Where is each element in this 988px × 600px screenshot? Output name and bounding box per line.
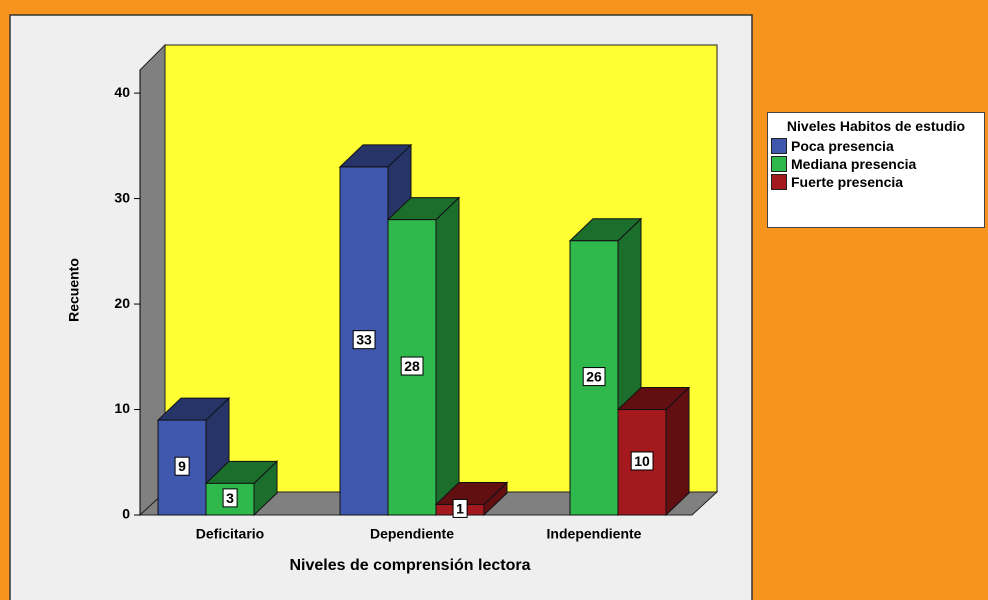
legend: Niveles Habitos de estudio Poca presenci… [767, 112, 985, 228]
y-tick-label: 30 [114, 189, 130, 205]
x-axis-label: Niveles de comprensión lectora [290, 557, 531, 574]
value-label: 26 [586, 369, 602, 385]
legend-swatch [771, 138, 787, 154]
legend-title: Niveles Habitos de estudio [786, 118, 966, 134]
y-tick-label: 20 [114, 295, 130, 311]
value-label-box [452, 498, 468, 518]
y-tick-label: 10 [114, 400, 130, 416]
legend-item: Poca presencia [768, 137, 984, 155]
legend-swatch [771, 156, 787, 172]
value-label-box [582, 367, 606, 387]
legend-item: Fuerte presencia [768, 173, 984, 191]
value-label: 3 [226, 490, 234, 506]
legend-label: Mediana presencia [791, 156, 917, 172]
legend-label: Poca presencia [791, 138, 894, 154]
value-label: 28 [404, 358, 420, 374]
y-tick-label: 40 [114, 84, 130, 100]
legend-label: Fuerte presencia [791, 174, 904, 190]
value-label: 1 [456, 500, 464, 516]
y-axis-label: Recuento [66, 258, 82, 322]
bar-side [435, 196, 460, 517]
value-label-box [174, 456, 190, 476]
legend-swatch [771, 174, 787, 190]
value-label: 33 [356, 332, 372, 348]
value-label-box [352, 330, 376, 350]
value-label: 9 [178, 458, 186, 474]
value-label-box [630, 451, 654, 471]
x-tick-label: Deficitario [196, 526, 264, 542]
value-label: 10 [634, 453, 650, 469]
x-tick-label: Independiente [547, 526, 642, 542]
value-label-box [222, 488, 238, 508]
y-tick-label: 0 [122, 506, 130, 522]
value-label-box [400, 356, 424, 376]
legend-item: Mediana presencia [768, 155, 984, 173]
x-tick-label: Dependiente [370, 526, 454, 542]
